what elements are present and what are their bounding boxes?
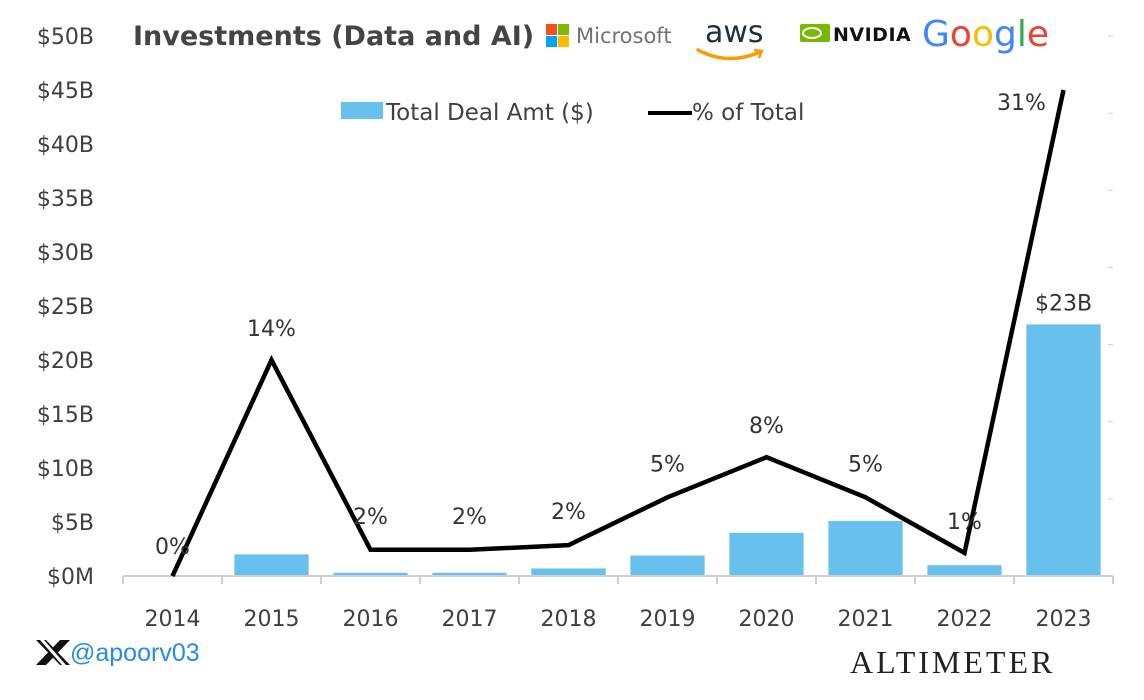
bar-2015 (234, 554, 309, 576)
pct-label-2023: 31% (997, 91, 1046, 116)
pct-label-2016: 2% (353, 505, 388, 530)
google-letter: g (994, 14, 1017, 55)
microsoft-logo: Microsoft (546, 24, 672, 48)
x-logo-icon (36, 640, 70, 665)
x-tick-label: 2019 (640, 607, 696, 632)
bar-2022 (927, 565, 1002, 576)
twitter-handle: @apoorv03 (70, 639, 200, 667)
line-pct-total (170, 89, 1066, 577)
pct-label-2017: 2% (452, 505, 487, 530)
aws-logo: aws (696, 15, 764, 61)
x-tick-label: 2016 (343, 607, 399, 632)
nvidia-eye-icon (800, 24, 830, 42)
legend-swatch-deal-amount (341, 102, 383, 119)
nvidia-logo-text: NVIDIA (833, 24, 911, 46)
google-logo: Google (922, 14, 1049, 55)
y-tick-label: $5B (51, 511, 94, 536)
y-tick-label: $10B (37, 457, 94, 482)
y-axis: $0M $5B $10B $15B $20B $25B $30B $35B $40B $45B $5… (37, 25, 94, 590)
bar-2023 (1026, 324, 1101, 576)
y-tick-label: $25B (37, 295, 94, 320)
x-tick-label: 2015 (244, 607, 300, 632)
legend-label-deal-amount: Total Deal Amt ($) (385, 100, 594, 126)
nvidia-logo: NVIDIA (800, 24, 911, 46)
secondary-y-axis (1108, 35, 1113, 577)
google-letter: o (950, 14, 972, 55)
bar-2017 (432, 572, 507, 576)
y-tick-label: $20B (37, 349, 94, 374)
bar-2021 (828, 520, 903, 576)
x-tick-label: 2017 (442, 607, 498, 632)
microsoft-logo-square-blue (546, 36, 557, 47)
y-tick-label: $45B (37, 79, 94, 104)
microsoft-logo-square-green (558, 24, 569, 35)
x-tick-label: 2023 (1036, 607, 1092, 632)
legend: Total Deal Amt ($) % of Total (341, 100, 804, 126)
pct-label-2015: 14% (247, 317, 296, 342)
chart-title: Investments (Data and AI) (133, 21, 534, 52)
microsoft-logo-square-yellow (558, 36, 569, 47)
google-logo-text: Google (922, 14, 1049, 55)
bar-2016 (333, 572, 408, 576)
aws-arrow-icon (753, 48, 764, 59)
x-tick-label: 2021 (838, 607, 894, 632)
y-tick-label: $30B (37, 241, 94, 266)
altimeter-brand: ALTIMETER (850, 644, 1055, 680)
y-tick-label: $50B (37, 25, 94, 50)
aws-smile-icon (696, 48, 762, 61)
pct-label-2022: 1% (947, 510, 982, 535)
x-tick-label: 2020 (739, 607, 795, 632)
y-tick-label: $40B (37, 133, 94, 158)
y-tick-label: $15B (37, 403, 94, 428)
x-tick-label: 2022 (937, 607, 993, 632)
x-tick-label: 2014 (145, 607, 201, 632)
pct-label-2021: 5% (848, 452, 883, 477)
google-letter: e (1027, 14, 1049, 55)
google-letter: G (922, 14, 950, 55)
bar-2020 (729, 532, 804, 576)
microsoft-logo-text: Microsoft (576, 24, 672, 48)
amount-label-2023: $23B (1035, 291, 1092, 316)
x-axis: 2014 2015 2016 2017 2018 2019 2020 2021 2022 2023 (122, 575, 1114, 632)
bar-2019 (630, 555, 705, 576)
line-series (170, 89, 1066, 577)
microsoft-logo-square-red (546, 24, 557, 35)
pct-label-2019: 5% (650, 452, 685, 477)
google-letter: l (1017, 14, 1027, 55)
legend-label-pct-total: % of Total (692, 100, 804, 126)
pct-label-2014: 0% (155, 535, 190, 560)
y-tick-label: $0M (47, 565, 94, 590)
aws-logo-text: aws (705, 15, 764, 50)
x-handle: @apoorv03 (36, 639, 200, 667)
bar-series (234, 324, 1101, 576)
y-tick-label: $35B (37, 187, 94, 212)
google-letter: o (972, 14, 994, 55)
x-tick-label: 2018 (541, 607, 597, 632)
pct-label-2020: 8% (749, 414, 784, 439)
pct-label-2018: 2% (551, 500, 586, 525)
bar-2018 (531, 568, 606, 576)
data-labels: 0% 14% 2% 2% 2% 5% 8% 5% 1% 31% $23B (155, 91, 1092, 560)
